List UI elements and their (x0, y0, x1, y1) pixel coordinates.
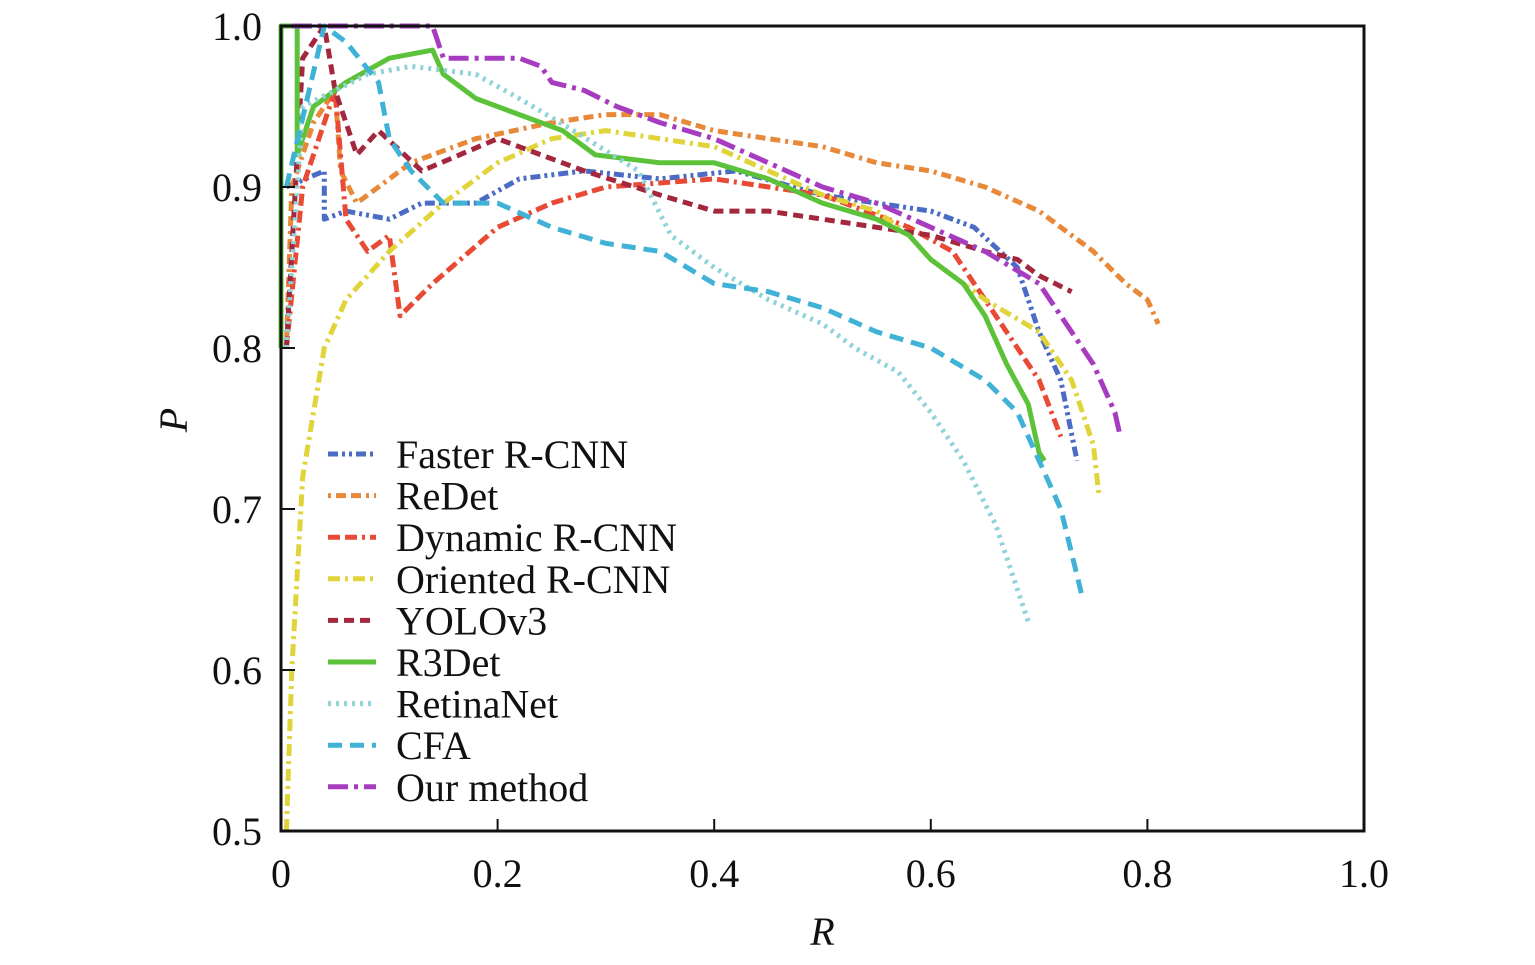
x-axis: 0 0.2 0.4 0.6 0.8 1.0 (271, 819, 1389, 896)
legend-label: Oriented R-CNN (396, 557, 670, 602)
legend-item: R3Det (328, 640, 500, 685)
legend-label: CFA (396, 723, 471, 768)
x-tick-label: 0.8 (1122, 851, 1172, 896)
x-tick-label: 1.0 (1339, 851, 1389, 896)
legend-label: Our method (396, 765, 588, 810)
y-tick-label: 1.0 (212, 4, 262, 49)
x-tick-label: 0.2 (473, 851, 523, 896)
x-tick-label: 0.6 (906, 851, 956, 896)
y-tick-label: 0.5 (212, 809, 262, 854)
y-tick-label: 0.7 (212, 487, 262, 532)
series-line-faster-r-cnn (285, 168, 1080, 462)
legend-label: ReDet (396, 474, 498, 519)
legend-label: Faster R-CNN (396, 432, 628, 477)
legend-item: YOLOv3 (328, 598, 547, 643)
y-tick-label: 0.6 (212, 648, 262, 693)
series-line-r3det (278, 23, 1047, 463)
legend-label: Dynamic R-CNN (396, 515, 677, 560)
y-axis: 0.5 0.6 0.7 0.8 0.9 1.0 (212, 4, 295, 854)
series-line-dynamic-r-cnn (283, 87, 1064, 438)
legend-label: RetinaNet (396, 682, 558, 727)
series-line-cfa (283, 23, 1085, 599)
legend-label: YOLOv3 (396, 598, 547, 643)
x-tick-label: 0 (271, 851, 291, 896)
legend-item: Faster R-CNN (328, 432, 628, 477)
curves-layer (278, 23, 1161, 832)
y-axis-title: P (151, 408, 196, 433)
x-axis-title: R (809, 909, 834, 954)
legend-item: Oriented R-CNN (328, 557, 670, 602)
plot-frame (279, 24, 1366, 833)
legend-item: Dynamic R-CNN (328, 515, 677, 560)
series-line-yolov3 (283, 23, 1073, 349)
legend-item: Our method (328, 765, 588, 810)
series-line-redet (283, 87, 1161, 349)
legend-label: R3Det (396, 640, 500, 685)
legend-item: ReDet (328, 474, 498, 519)
series-line-our-method (291, 23, 1123, 438)
x-tick-label: 0.4 (689, 851, 739, 896)
legend-item: RetinaNet (328, 682, 558, 727)
y-tick-label: 0.8 (212, 326, 262, 371)
y-tick-label: 0.9 (212, 165, 262, 210)
series-line-oriented-r-cnn (283, 128, 1102, 832)
legend-item: CFA (328, 723, 471, 768)
